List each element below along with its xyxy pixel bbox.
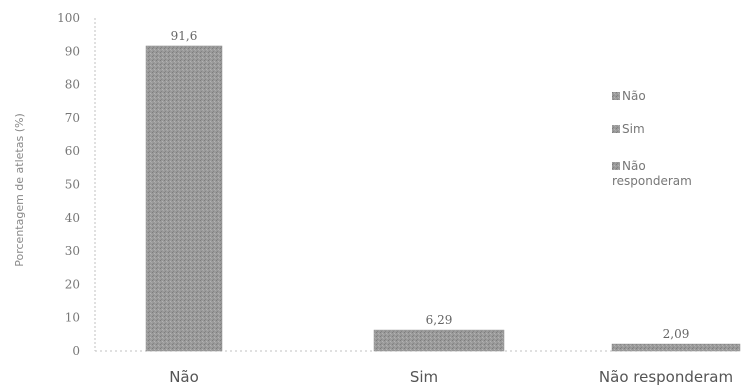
bar: [373, 329, 505, 352]
legend-item: Não: [612, 89, 646, 103]
bar: [611, 343, 741, 352]
y-tick-label: 10: [65, 311, 80, 325]
legend-label: Não: [622, 159, 646, 173]
y-axis-label: Porcentagem de atletas (%): [13, 113, 26, 267]
y-tick-label: 80: [65, 78, 80, 92]
y-tick-label: 20: [65, 277, 80, 291]
bar: [145, 45, 223, 352]
y-tick-label: 30: [65, 244, 80, 258]
data-labels: 91,6 6,29 2,09: [171, 29, 690, 341]
y-tick-label: 40: [65, 211, 80, 225]
data-label: 2,09: [663, 327, 690, 341]
legend-swatch: [612, 162, 620, 170]
category-label: Não: [169, 368, 199, 386]
y-tick-label: 100: [57, 11, 80, 25]
data-label: 91,6: [171, 29, 198, 43]
category-label: Sim: [410, 368, 438, 386]
y-tick-labels: 0 10 20 30 40 50 60 70 80 90 100: [57, 11, 80, 358]
y-tick-label: 60: [65, 144, 80, 158]
category-labels: Não Sim Não responderam: [169, 368, 733, 386]
legend-label: Sim: [622, 122, 645, 136]
legend-item: Sim: [612, 122, 645, 136]
y-tick-label: 0: [72, 344, 80, 358]
y-tick-label: 70: [65, 111, 80, 125]
data-label: 6,29: [426, 313, 453, 327]
legend-label: Não: [622, 89, 646, 103]
legend-label: responderam: [612, 174, 692, 188]
legend-swatch: [612, 125, 620, 133]
y-tick-label: 90: [65, 44, 80, 58]
legend-swatch: [612, 92, 620, 100]
y-tick-label: 50: [65, 178, 80, 192]
bars: [145, 45, 741, 352]
category-label: Não responderam: [599, 368, 733, 386]
